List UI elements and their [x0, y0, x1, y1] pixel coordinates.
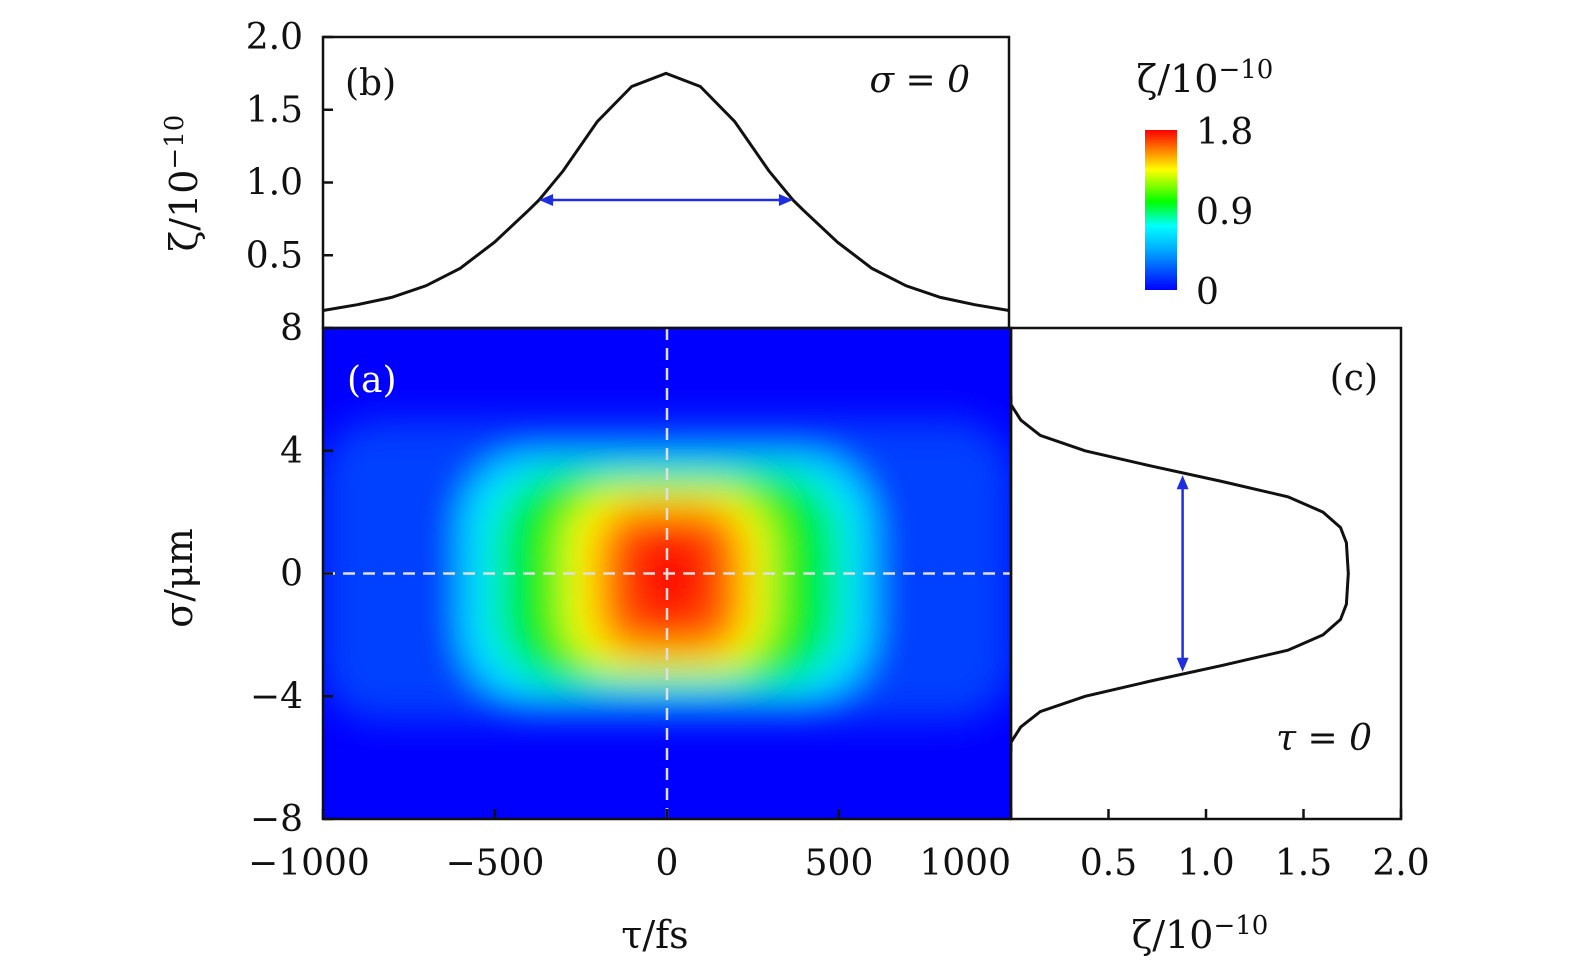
panel-a-x-tick-label: 0	[656, 843, 679, 884]
colorbar-tick-label: 0.9	[1196, 192, 1253, 233]
panel-c-fwhm-arrow	[1176, 475, 1189, 672]
panel-c-x-label-exponent: −10	[1213, 911, 1268, 941]
panel-c-annotation: τ = 0	[1276, 718, 1372, 759]
heatmap-region-red	[625, 525, 715, 630]
colorbar: ζ/10−10 1.8 0.9 0	[1137, 55, 1274, 313]
panel-a-x-tick-label: −500	[446, 843, 545, 884]
colorbar-label-exponent: −10	[1218, 55, 1273, 85]
panel-b-y-tick-label: 1.0	[246, 163, 303, 204]
panel-a-y-ticks: 8 4 0 −4 −8	[250, 308, 333, 840]
panel-a-x-tick-label: 500	[805, 843, 874, 884]
panel-b-curve	[322, 71, 1010, 312]
panel-b-arrow-head-right	[778, 193, 793, 206]
panel-b-arrow-head-left	[539, 193, 554, 206]
colorbar-tick-label: 1.8	[1196, 112, 1253, 153]
panel-a-x-ticks: −1000 −500 0 500 1000	[248, 809, 1013, 884]
panel-b-y-tick-label: 1.5	[246, 90, 303, 131]
panel-c-x-label: ζ/10−10	[1132, 911, 1269, 957]
panel-b-y-label: ζ/10−10	[160, 115, 206, 252]
panel-a-y-tick-label: 4	[280, 431, 303, 472]
panel-b-y-ticks: 2.0 1.5 1.0 0.5	[246, 17, 333, 276]
panel-a: −1000 −500 0 500 1000 8 4 0 −4 −8 (a) τ/fs σ/μm	[157, 308, 1013, 957]
panel-c-arrow-head-bottom	[1176, 657, 1189, 672]
panel-b-y-tick-label: 0.5	[246, 235, 303, 276]
heatmap	[323, 328, 1011, 819]
panel-c-x-tick-label: 1.0	[1177, 843, 1234, 884]
panel-b-y-tick-label: 2.0	[246, 17, 303, 58]
panel-a-y-tick-label: −8	[250, 799, 303, 840]
colorbar-label: ζ/10−10	[1137, 55, 1274, 101]
panel-a-x-tick-label: 1000	[919, 843, 1011, 884]
colorbar-ticks: 1.8 0.9 0	[1196, 112, 1253, 313]
panel-c-x-ticks: 0.5 1.0 1.5 2.0	[1080, 809, 1430, 884]
panel-b-y-label-exponent: −10	[160, 115, 190, 170]
panel-a-y-tick-label: 0	[280, 554, 303, 595]
panel-c: 0.5 1.0 1.5 2.0 (c) τ = 0 ζ/10−10	[1009, 326, 1430, 957]
colorbar-gradient	[1145, 130, 1177, 290]
panel-a-x-label: τ/fs	[621, 913, 688, 957]
panel-a-y-tick-label: −4	[250, 676, 303, 717]
panel-b-annotation: σ = 0	[869, 60, 970, 101]
panel-c-x-tick-label: 0.5	[1080, 843, 1137, 884]
panel-a-x-tick-label: −1000	[248, 843, 370, 884]
panel-b-label: (b)	[345, 63, 396, 104]
panel-b-fwhm-arrow	[539, 193, 793, 206]
panel-a-y-label: σ/μm	[157, 528, 201, 627]
colorbar-tick-label: 0	[1196, 272, 1219, 313]
panel-b: 2.0 1.5 1.0 0.5 (b) σ = 0 ζ/10−10	[160, 17, 1011, 330]
panel-c-label: (c)	[1330, 358, 1378, 399]
panel-a-y-tick-label: 8	[280, 308, 303, 349]
panel-c-curve	[1009, 395, 1350, 752]
panel-c-arrow-head-top	[1176, 475, 1189, 490]
panel-a-label: (a)	[347, 360, 397, 401]
panel-c-x-tick-label: 1.5	[1275, 843, 1332, 884]
panel-c-x-tick-label: 2.0	[1372, 843, 1429, 884]
